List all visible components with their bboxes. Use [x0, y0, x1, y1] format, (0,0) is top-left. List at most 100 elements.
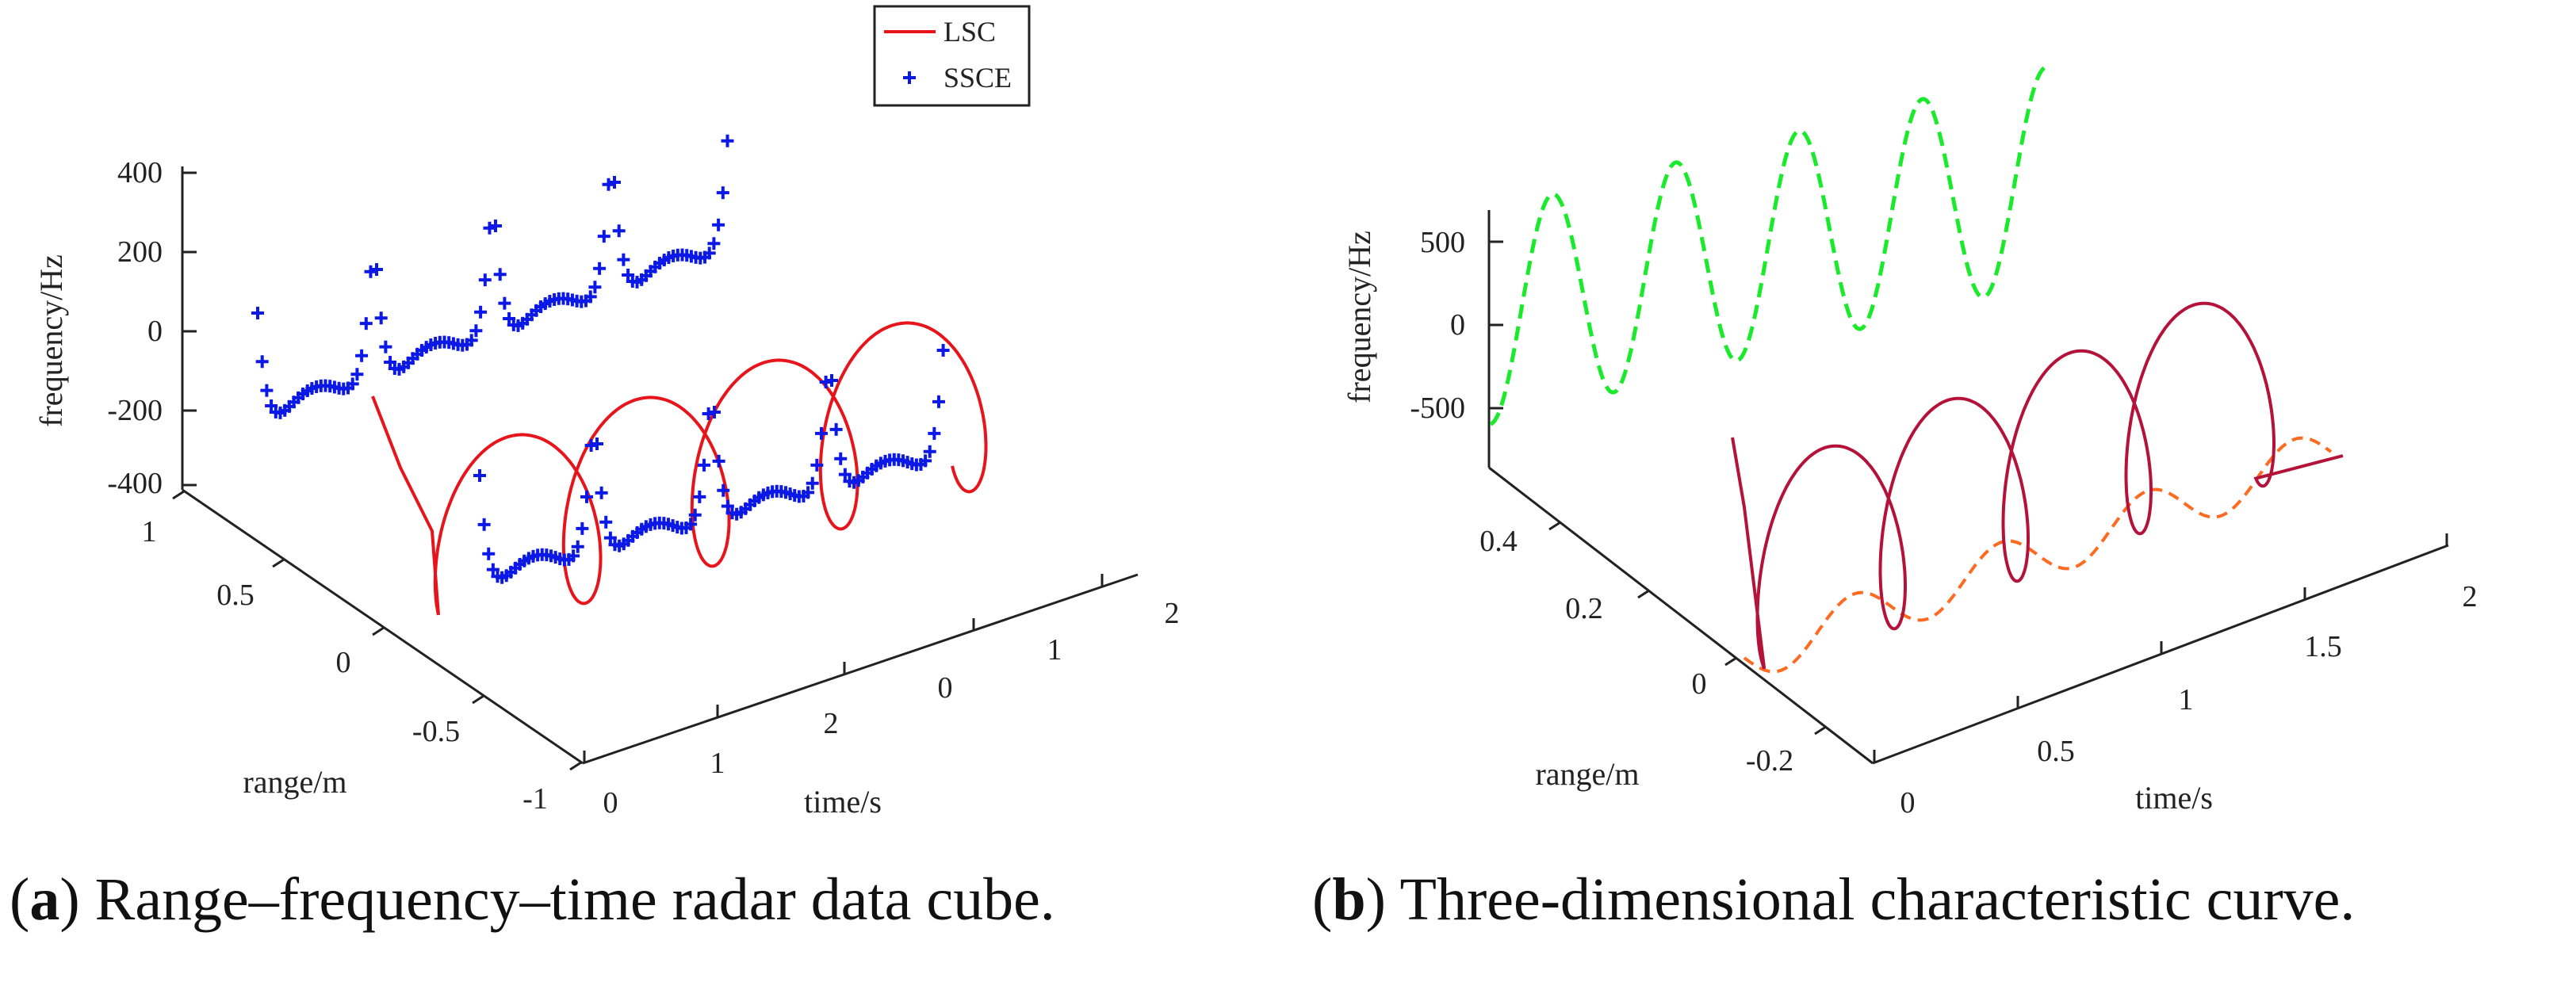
a-ssce-marker	[838, 468, 852, 481]
a-ssce-marker	[936, 344, 950, 357]
a-ssce-marker	[474, 305, 488, 319]
a-ssce-marker	[374, 311, 388, 325]
a-ssce-marker	[489, 220, 502, 232]
a-time-tick-2: 2	[824, 707, 839, 740]
b-z-tick-neg500: -500	[1410, 392, 1465, 425]
b-z-ticks	[1489, 240, 1503, 410]
b-range-tick-neg0.2: -0.2	[1746, 744, 1793, 778]
a-range-tick-0: 0	[336, 646, 351, 679]
a-ssce-marker	[576, 522, 589, 535]
a-range-label: range/m	[243, 764, 346, 800]
a-time-tick-0-back: 0	[938, 671, 953, 705]
b-axis-range	[1488, 466, 1874, 765]
a-ssce-marker	[469, 324, 483, 338]
a-ssce-marker	[712, 218, 725, 231]
a-ssce-marker	[591, 438, 603, 450]
b-z-tick-500: 500	[1420, 226, 1465, 259]
b-time-ticks	[1873, 533, 2448, 762]
a-ssce-marker	[350, 368, 364, 381]
caption-b-label: b	[1332, 866, 1366, 933]
a-ssce-marker	[834, 452, 848, 465]
a-ssce-marker	[693, 490, 706, 503]
a-z-label: frequency/Hz	[33, 254, 69, 427]
a-ssce-marker	[684, 518, 698, 531]
a-ssce-marker	[923, 445, 936, 458]
a-ssce-marker	[928, 426, 941, 440]
a-ssce-marker	[919, 454, 932, 468]
a-axis-time	[582, 573, 1139, 765]
a-ssce-marker	[802, 486, 815, 499]
a-ssce-marker	[612, 224, 626, 238]
a-ssce-marker	[712, 454, 725, 468]
a-time-tick-0: 0	[603, 786, 618, 820]
a-legend-ssce-swatch	[903, 71, 916, 84]
a-z-tick-0: 0	[147, 315, 163, 348]
a-z-tick-200: 200	[117, 235, 163, 269]
b-range-label: range/m	[1535, 756, 1639, 792]
a-time-tick-1-back: 1	[1047, 633, 1062, 667]
a-ssce-marker	[603, 531, 617, 544]
a-range-tick-0.5: 0.5	[216, 579, 255, 612]
b-time-range-projection	[1743, 436, 2333, 674]
a-time-tick-2-back: 2	[1165, 597, 1180, 630]
a-range-tick-1: 1	[142, 515, 157, 548]
a-ssce-marker	[806, 476, 819, 490]
a-ssce-marker	[702, 246, 716, 260]
a-legend-ssce-label: SSCE	[944, 62, 1012, 94]
panel-b: 500 0 -500 frequency/Hz 0.4 0.2 0 -0.2 r…	[1342, 65, 2478, 820]
a-z-tick-neg200: -200	[107, 394, 163, 427]
b-range-ticks	[1548, 521, 1827, 736]
a-ssce-marker	[829, 422, 843, 436]
a-ssce-marker	[355, 349, 369, 362]
a-lsc-curve	[371, 321, 988, 616]
a-ssce-marker	[379, 340, 392, 353]
a-ssce-marker	[707, 237, 721, 250]
b-z-label: frequency/Hz	[1342, 231, 1377, 403]
a-ssce-marker	[346, 377, 359, 391]
a-time-ticks	[583, 574, 1104, 763]
b-range-tick-0: 0	[1692, 667, 1707, 701]
a-ssce-marker	[617, 253, 630, 266]
panel-a: 400 200 0 -200 -400 frequency/Hz 1 0.5 0…	[33, 5, 1180, 820]
a-ssce-marker	[571, 540, 584, 553]
b-z-tick-0: 0	[1450, 308, 1465, 342]
b-axis-time	[1872, 544, 2449, 765]
a-ssce-marker	[597, 230, 611, 243]
a-ssce-marker	[260, 384, 274, 397]
b-range-tick-0.2: 0.2	[1565, 592, 1603, 625]
a-ssce-marker	[588, 281, 602, 294]
a-ssce-marker	[483, 221, 496, 235]
a-ssce-marker	[584, 290, 597, 304]
b-time-label: time/s	[2135, 780, 2213, 816]
a-ssce-marker	[593, 262, 607, 275]
a-ssce-marker	[688, 508, 702, 522]
caption-b-text: Three-dimensional characteristic curve.	[1399, 866, 2356, 933]
a-ssce-marker	[473, 469, 486, 482]
a-ssce-marker	[932, 395, 945, 408]
a-legend: LSC SSCE	[873, 5, 1031, 107]
a-z-tick-400: 400	[117, 156, 163, 189]
a-legend-lsc-label: LSC	[944, 16, 996, 48]
a-ssce-marker	[721, 134, 734, 147]
b-time-tick-1: 1	[2179, 683, 2194, 716]
a-ssce-marker	[567, 549, 580, 563]
a-ssce-marker	[717, 483, 730, 497]
b-time-tick-0.5: 0.5	[2037, 735, 2075, 768]
a-ssce-marker	[498, 296, 511, 310]
a-ssce-marker	[697, 458, 710, 472]
a-ssce-markers	[251, 134, 950, 584]
a-ssce-marker	[599, 515, 613, 529]
b-time-tick-1.5: 1.5	[2304, 630, 2342, 663]
a-z-ticks	[182, 171, 197, 487]
a-z-tick-neg400: -400	[107, 467, 163, 500]
a-ssce-marker	[493, 268, 507, 281]
a-ssce-marker	[486, 563, 500, 576]
a-ssce-marker	[255, 355, 269, 369]
a-time-tick-1: 1	[710, 747, 725, 780]
a-ssce-marker	[251, 307, 264, 319]
a-ssce-marker	[716, 186, 729, 200]
a-ssce-marker	[370, 263, 383, 276]
a-ssce-marker	[708, 406, 721, 418]
a-ssce-marker	[580, 490, 593, 503]
